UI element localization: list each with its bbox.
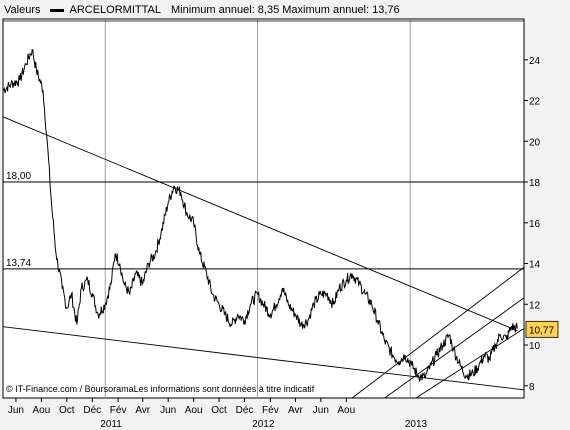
trendlines — [2, 116, 524, 399]
x-tick-label: Jun — [8, 405, 24, 416]
last-value-box — [525, 320, 559, 338]
y-tick-label: 18 — [529, 178, 541, 189]
x-tick-label: Aou — [185, 405, 203, 416]
trendline — [2, 116, 518, 332]
x-axis: Jun Aou Oct Déc Fév Avr Jun Aou Oct Déc Fév Avr Jun A… — [8, 398, 428, 430]
chart-header: Valeurs ARCELORMITTAL Minimum annuel: 8,… — [4, 3, 400, 17]
x-tick-label: Oct — [211, 405, 227, 416]
x-tick-label: Oct — [59, 405, 75, 416]
level-label: 13,74 — [6, 258, 31, 269]
series-line-swatch — [50, 8, 65, 12]
plot-area — [2, 18, 525, 399]
x-tick-label: Jun — [313, 405, 329, 416]
price-series — [2, 48, 518, 382]
y-tick-label: 8 — [529, 382, 535, 393]
x-tick-label: Déc — [83, 405, 101, 416]
horizontal-levels: 18,00 13,74 — [3, 20, 524, 270]
grid — [104, 19, 411, 398]
ticker-name: ARCELORMITTAL — [69, 4, 161, 16]
credits-text: © IT-Finance.com / BoursoramaLes informa… — [6, 384, 315, 394]
x-tick-label: Avr — [135, 405, 150, 416]
x-tick-label: Fév — [262, 405, 279, 416]
y-tick-label: 24 — [529, 56, 541, 67]
x-tick-label: Jun — [160, 405, 176, 416]
y-axis: 8 10 12 14 16 18 20 22 24 — [524, 56, 541, 393]
trendline — [351, 267, 524, 399]
last-value-badge: 10,77 — [525, 320, 559, 338]
x-tick-label: Fév — [110, 405, 127, 416]
y-tick-label: 14 — [529, 260, 541, 271]
y-tick-label: 12 — [529, 300, 541, 311]
x-tick-label: Aou — [337, 405, 355, 416]
last-value-label: 10,77 — [529, 325, 554, 336]
year-label: 2012 — [252, 419, 275, 430]
x-tick-label: Déc — [236, 405, 254, 416]
x-tick-label: Aou — [32, 405, 50, 416]
price-line — [2, 48, 518, 382]
y-tick-label: 16 — [529, 219, 541, 230]
y-tick-label: 22 — [529, 97, 541, 108]
level-label: 18,00 — [6, 171, 31, 182]
series-label: Valeurs — [4, 4, 41, 16]
year-label: 2011 — [100, 419, 122, 430]
x-tick-label: Avr — [288, 405, 303, 416]
y-tick-label: 20 — [529, 137, 541, 148]
trendline — [415, 328, 524, 399]
trendline — [2, 326, 524, 391]
y-tick-label: 10 — [529, 341, 541, 352]
year-label: 2013 — [405, 419, 428, 430]
annual-stats: Minimum annuel: 8,35 Maximum annuel: 13,… — [170, 4, 400, 16]
